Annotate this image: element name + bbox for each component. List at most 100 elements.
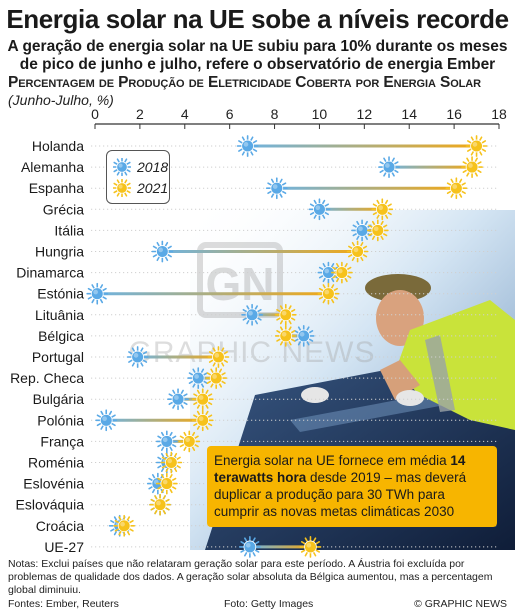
country-label: Bulgária — [33, 391, 85, 407]
country-label: Eslováquia — [16, 497, 85, 513]
callout-highlight: 14 terawatts hora — [214, 453, 466, 485]
photo-credit: Foto: Getty Images — [224, 598, 314, 610]
x-tick-label: 18 — [491, 106, 507, 122]
country-label: Grécia — [43, 201, 84, 217]
point-2018 — [236, 135, 259, 157]
country-row: Alemanha — [21, 156, 499, 178]
point-2021 — [191, 388, 214, 411]
point-2021 — [178, 430, 201, 453]
point-2021 — [274, 303, 297, 326]
subtitle-line-2: de pico de junho e julho, refere o obser… — [19, 56, 496, 73]
sources: Fontes: Ember, Reuters — [8, 598, 119, 610]
x-axis: 0 2 4 6 8 10 12 14 16 18 — [91, 106, 507, 129]
chart-unit-label: (Junho-Julho, %) — [8, 92, 114, 108]
country-label: Itália — [54, 222, 84, 238]
legend-sun-2021 — [113, 179, 131, 197]
country-row: Polónia — [37, 409, 499, 432]
point-2021 — [299, 536, 322, 558]
point-2018 — [308, 198, 331, 221]
country-row: UE-27 — [44, 536, 499, 558]
point-2021 — [317, 282, 340, 305]
country-label: Espanha — [29, 180, 84, 196]
svg-text:GN: GN — [206, 258, 275, 310]
infographic-title: Energia solar na UE sobe a níveis record… — [6, 4, 509, 34]
legend-item-2018: 2018 — [113, 157, 168, 177]
country-row: Bélgica — [38, 325, 499, 347]
legend-label-2018: 2018 — [137, 159, 169, 175]
country-label: Eslovénia — [23, 476, 84, 492]
point-2021 — [274, 325, 297, 347]
country-label: Roménia — [28, 455, 84, 471]
point-2018 — [86, 282, 109, 305]
x-tick-label: 14 — [401, 106, 417, 122]
country-label: Estónia — [37, 286, 84, 302]
point-2021 — [331, 261, 353, 284]
point-2021 — [461, 156, 483, 178]
country-row: Dinamarca — [16, 261, 499, 284]
infographic-subtitle: A geração de energia solar na UE subiu p… — [0, 38, 515, 74]
country-label: Alemanha — [21, 159, 84, 175]
copyright: © GRAPHIC NEWS — [414, 598, 507, 610]
country-row: Itália — [54, 219, 499, 242]
x-tick-label: 16 — [446, 106, 462, 122]
country-label: Bélgica — [38, 328, 84, 344]
point-2021 — [366, 219, 389, 242]
country-row: Hungria — [35, 240, 499, 263]
x-tick-label: 2 — [136, 106, 144, 122]
country-row: Grécia — [43, 198, 499, 221]
watermark: GN GRAPHIC NEWS — [128, 242, 375, 369]
point-2021 — [465, 135, 488, 157]
legend-item-2021: 2021 — [113, 178, 168, 198]
country-label: Croácia — [36, 518, 84, 534]
point-2021 — [371, 198, 394, 221]
country-label: Hungria — [35, 244, 84, 260]
legend-swatch-2021 — [113, 179, 131, 197]
legend-label-2021: 2021 — [137, 180, 169, 196]
point-2018 — [95, 409, 118, 432]
country-label: Polónia — [37, 412, 84, 428]
footnotes: Notas: Exclui países que não relataram g… — [8, 558, 493, 596]
point-2018 — [126, 346, 149, 368]
country-label: Portugal — [32, 349, 84, 365]
point-2018 — [378, 156, 400, 178]
subtitle-line-1: A geração de energia solar na UE subiu p… — [7, 38, 508, 55]
country-row: França — [40, 430, 499, 453]
point-2021 — [445, 177, 468, 200]
x-tick-label: 6 — [226, 106, 234, 122]
country-row: Portugal — [32, 346, 499, 368]
point-2018 — [167, 388, 189, 411]
point-2021 — [207, 346, 230, 368]
point-2018 — [187, 367, 210, 389]
country-label: Holanda — [32, 138, 84, 154]
point-2021 — [149, 493, 171, 516]
country-label: UE-27 — [44, 539, 84, 555]
chart-title: Percentagem de Produção de Eletricidade … — [8, 74, 481, 91]
country-label: França — [40, 433, 84, 449]
point-2018 — [151, 240, 174, 263]
point-2018 — [265, 177, 288, 200]
country-row: Holanda — [32, 135, 499, 157]
x-tick-label: 10 — [312, 106, 328, 122]
country-row: Espanha — [29, 177, 499, 200]
point-2021 — [155, 472, 178, 495]
country-row: Croácia — [36, 514, 499, 537]
chart-legend: 2018 2021 — [106, 150, 170, 204]
x-tick-label: 0 — [91, 106, 99, 122]
country-row: Rep. Checa — [10, 367, 499, 389]
point-2021 — [205, 367, 228, 389]
legend-sun-2018 — [113, 158, 131, 176]
point-2018 — [351, 219, 373, 242]
callout-text: Energia solar na UE fornece em média 14 … — [214, 453, 467, 519]
point-2021 — [346, 240, 369, 263]
info-callout: Energia solar na UE fornece em média 14 … — [207, 446, 497, 527]
point-2021 — [160, 451, 183, 474]
country-row: Lituânia — [35, 303, 499, 326]
point-2018 — [155, 430, 178, 453]
x-tick-label: 12 — [357, 106, 373, 122]
chart-rows: Holanda Alemanha Espanha Grécia Itália Hungri… — [10, 135, 499, 558]
legend-swatch-2018 — [113, 158, 131, 176]
point-2018 — [292, 325, 315, 347]
x-tick-label: 4 — [181, 106, 189, 122]
point-2021 — [113, 514, 136, 537]
point-2021 — [191, 409, 214, 432]
